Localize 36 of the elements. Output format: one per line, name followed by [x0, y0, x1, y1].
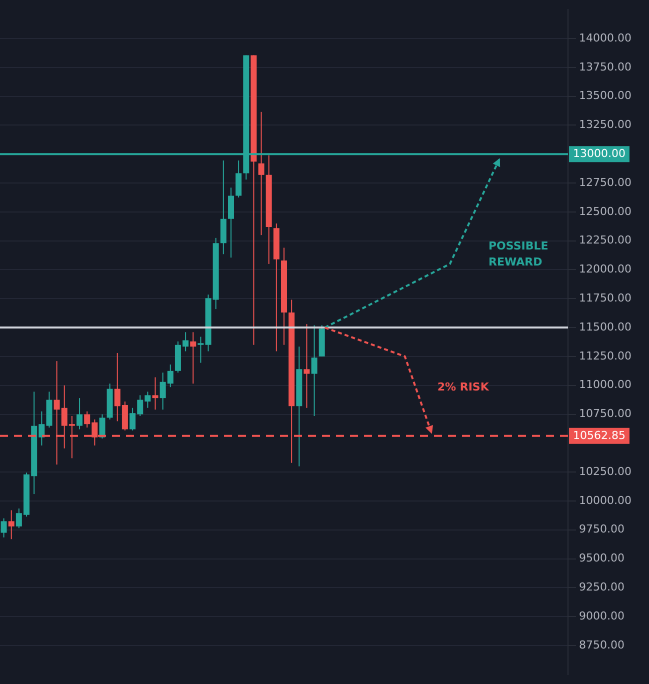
y-tick-label: 13500.00: [579, 89, 632, 102]
y-tick-label: 11500.00: [579, 320, 632, 334]
candlestick: [258, 111, 264, 236]
annotation: 2% RISK: [437, 380, 490, 394]
candlestick: [152, 376, 158, 410]
y-tick-label: 11750.00: [579, 292, 632, 305]
y-tick-label: 10250.00: [579, 464, 632, 478]
candlestick: [311, 324, 318, 416]
y-tick-label: 8750.00: [579, 638, 624, 652]
y-tick-label: 12000.00: [579, 262, 632, 276]
annotation: POSSIBLE REWARD: [488, 239, 548, 268]
y-tick-label: 11000.00: [579, 378, 632, 392]
y-tick-label: 12250.00: [579, 234, 632, 247]
y-tick-label: 13750.00: [579, 60, 632, 74]
candlestick: [76, 398, 83, 430]
candlestick: [99, 414, 106, 440]
y-tick-label: 12750.00: [579, 176, 632, 189]
y-tick-label: 13250.00: [579, 118, 632, 132]
y-tick-label: 9500.00: [579, 552, 624, 565]
candlestick: [0, 518, 7, 538]
candlestick: [236, 160, 242, 198]
candlestick: [190, 332, 196, 384]
y-tick-label: 9250.00: [579, 580, 624, 594]
candlestick: [228, 187, 234, 258]
ref-line-label: 13000.00: [573, 146, 626, 160]
ref-line-label: 10562.85: [573, 428, 626, 442]
y-tick-label: 10750.00: [579, 407, 632, 420]
y-tick-label: 9000.00: [579, 609, 624, 622]
y-tick-label: 14000.00: [579, 31, 632, 44]
candlestick: [304, 324, 310, 408]
y-tick-label: 11250.00: [579, 349, 632, 362]
candlestick: [8, 510, 14, 540]
y-tick-label: 10000.00: [579, 494, 632, 507]
y-tick-label: 9750.00: [579, 522, 624, 536]
y-tick-label: 12500.00: [579, 204, 632, 218]
candlestick: [198, 336, 204, 364]
